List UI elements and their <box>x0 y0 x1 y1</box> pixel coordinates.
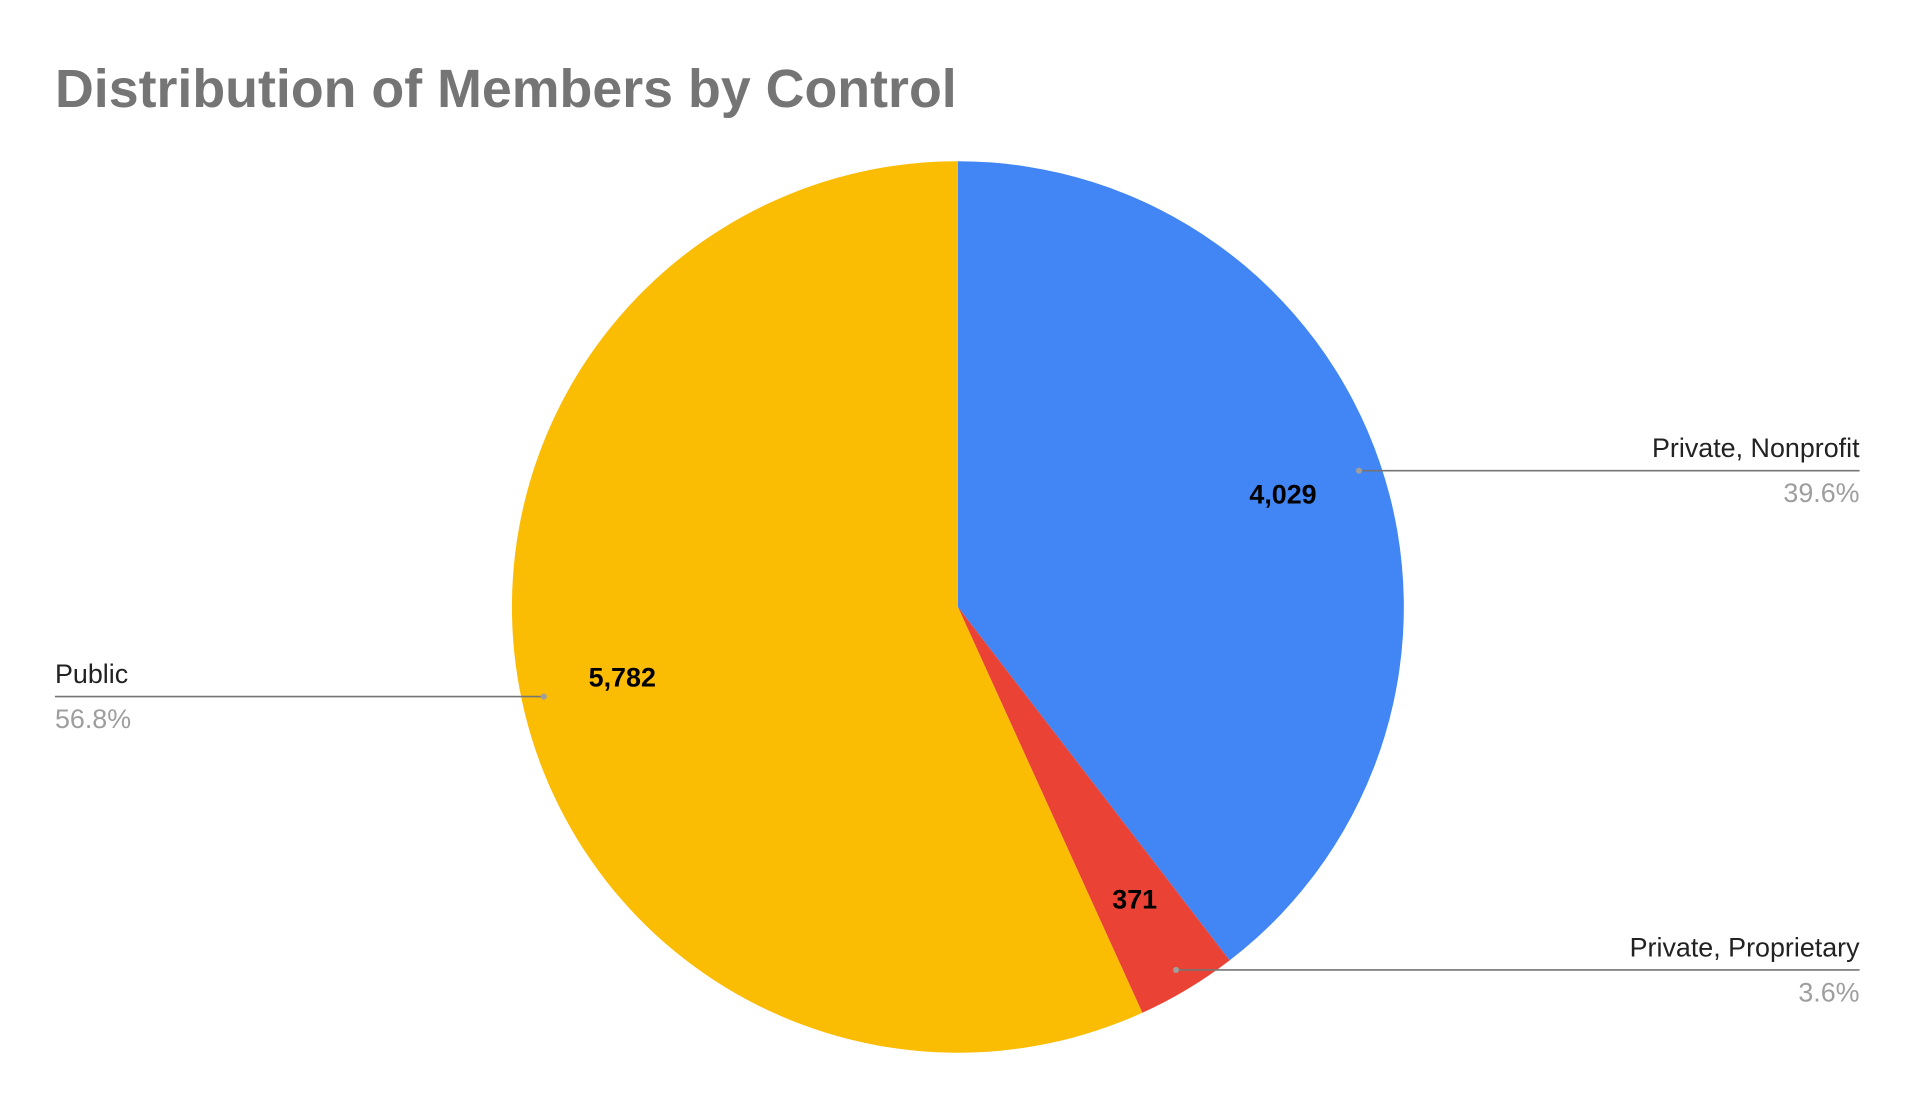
callout-dot <box>1172 966 1180 974</box>
pie-slice <box>957 161 1404 961</box>
percent-label: 3.6% <box>1798 977 1859 1007</box>
callout-dot <box>1355 467 1363 474</box>
percent-label: 56.8% <box>55 704 131 734</box>
value-label: 5,782 <box>589 663 656 693</box>
slice-label: Public <box>55 659 128 689</box>
pie-slice <box>957 606 1230 1013</box>
pie-slice <box>511 161 1143 1053</box>
value-label: 4,029 <box>1249 480 1316 510</box>
slice-label: Private, Nonprofit <box>1652 433 1860 463</box>
value-label: 371 <box>1112 884 1157 914</box>
callout-dot <box>540 693 547 700</box>
percent-label: 39.6% <box>1783 478 1859 508</box>
chart-title: Distribution of Members by Control <box>55 59 957 119</box>
slice-label: Private, Proprietary <box>1630 932 1861 962</box>
